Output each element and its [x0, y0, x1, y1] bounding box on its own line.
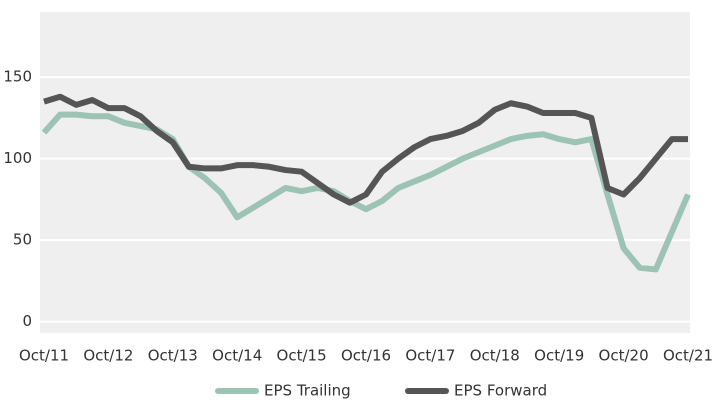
plot-area — [40, 12, 690, 333]
x-tick-label: Oct/18 — [470, 347, 520, 365]
x-tick-label: Oct/20 — [599, 347, 649, 365]
legend-label: EPS Trailing — [264, 382, 351, 400]
line-series — [43, 93, 688, 206]
legend-label: EPS Forward — [454, 382, 547, 400]
x-tick-label: Oct/19 — [534, 347, 584, 365]
x-tick-label: Oct/15 — [277, 347, 327, 365]
y-tick-label: 50 — [13, 231, 32, 249]
y-tick-label: 100 — [3, 149, 32, 167]
x-tick-label: Oct/16 — [341, 347, 391, 365]
y-tick-label: 150 — [3, 68, 32, 86]
x-tick-label: Oct/14 — [212, 347, 262, 365]
x-tick-label: Oct/21 — [663, 347, 712, 365]
y-tick-label: 0 — [22, 312, 32, 330]
x-tick-label: Oct/12 — [83, 347, 133, 365]
x-tick-label: Oct/11 — [19, 347, 69, 365]
x-tick-label: Oct/17 — [405, 347, 455, 365]
x-tick-label: Oct/13 — [148, 347, 198, 365]
